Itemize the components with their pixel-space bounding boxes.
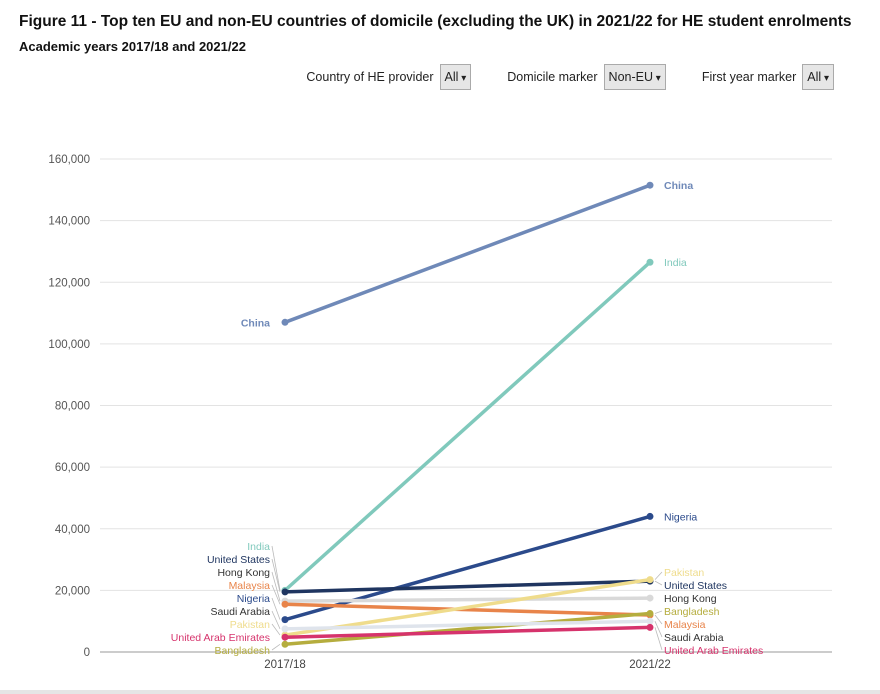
x-tick-label: 2017/18 <box>264 659 306 671</box>
data-label-hong-kong: Hong Kong <box>217 567 270 579</box>
data-point-bangladesh <box>646 609 654 617</box>
label-leader-nigeria <box>271 597 281 620</box>
filter-label: First year marker <box>701 70 797 84</box>
country-provider-select[interactable]: All <box>439 64 472 90</box>
data-label-india: India <box>247 541 270 553</box>
data-point-united-arab-emirates <box>646 623 654 631</box>
y-tick-label: 140,000 <box>48 216 90 228</box>
domicile-marker-select[interactable]: Non-EU <box>603 64 666 90</box>
y-tick-label: 60,000 <box>55 462 90 474</box>
filter-label: Country of HE provider <box>306 70 434 84</box>
data-label-pakistan: Pakistan <box>664 567 704 579</box>
data-label-saudi-arabia: Saudi Arabia <box>210 606 270 618</box>
data-label-malaysia: Malaysia <box>229 580 271 592</box>
series-line-pakistan <box>283 577 652 637</box>
label-leader-bangladesh <box>654 610 663 614</box>
data-label-saudi-arabia: Saudi Arabia <box>664 632 724 644</box>
label-leader-saudi-arabia <box>271 610 281 630</box>
data-point-india <box>646 258 654 266</box>
first-year-marker-select[interactable]: All <box>802 64 834 90</box>
series-line-malaysia <box>283 602 652 617</box>
data-label-united-arab-emirates: United Arab Emirates <box>171 632 270 644</box>
y-tick-label: 0 <box>84 647 90 659</box>
label-leader-malaysia <box>654 614 663 625</box>
data-point-china <box>281 318 289 326</box>
series-line-united-states <box>283 579 652 594</box>
y-tick-label: 80,000 <box>55 401 90 413</box>
filter-country-of-provider: Country of HE provider All <box>306 64 472 90</box>
series-line-united-arab-emirates <box>283 625 652 639</box>
data-label-malaysia: Malaysia <box>664 619 706 631</box>
data-label-nigeria: Nigeria <box>237 593 270 605</box>
y-tick-label: 120,000 <box>48 277 90 289</box>
data-label-india: India <box>664 257 687 269</box>
filter-first-year-marker: First year marker All <box>702 64 834 90</box>
data-label-china: China <box>241 317 270 329</box>
data-point-saudi-arabia <box>281 625 289 633</box>
data-point-china <box>646 181 654 189</box>
data-point-pakistan <box>646 576 654 584</box>
data-point-united-states <box>281 588 289 596</box>
label-leader-saudi-arabia <box>654 621 663 638</box>
series-line-saudi-arabia <box>283 619 652 631</box>
label-leader-united-states <box>271 558 281 593</box>
data-point-bangladesh <box>281 640 289 648</box>
data-label-united-states: United States <box>207 554 270 566</box>
label-leader-united-arab-emirates <box>654 627 663 651</box>
label-leader-india <box>271 545 281 591</box>
data-label-pakistan: Pakistan <box>230 619 270 631</box>
y-tick-label: 20,000 <box>55 585 90 597</box>
series-line-china <box>283 183 652 325</box>
series-line-india <box>283 260 652 593</box>
scroll-edge <box>0 690 880 694</box>
y-tick-label: 160,000 <box>48 154 90 166</box>
filter-domicile-marker: Domicile marker Non-EU <box>507 64 666 90</box>
label-leader-bangladesh <box>271 643 281 651</box>
data-label-united-states: United States <box>664 580 727 592</box>
data-point-malaysia <box>281 600 289 608</box>
data-label-bangladesh: Bangladesh <box>664 606 720 618</box>
data-label-bangladesh: Bangladesh <box>215 645 271 657</box>
filter-label: Domicile marker <box>507 70 598 84</box>
chart-subtitle: Academic years 2017/18 and 2021/22 <box>19 39 246 54</box>
filter-bar: Country of HE provider All Domicile marke… <box>270 64 834 90</box>
data-label-nigeria: Nigeria <box>664 511 697 523</box>
data-point-nigeria <box>281 616 289 624</box>
data-point-united-arab-emirates <box>281 633 289 641</box>
x-tick-label: 2021/22 <box>629 659 671 671</box>
y-tick-label: 40,000 <box>55 524 90 536</box>
data-label-china: China <box>664 180 693 192</box>
label-leader-hong-kong <box>271 571 281 602</box>
label-leader-pakistan <box>271 623 281 636</box>
series-line-nigeria <box>283 514 652 622</box>
series-line-bangladesh <box>283 611 652 647</box>
data-point-hong-kong <box>646 594 654 602</box>
data-label-hong-kong: Hong Kong <box>664 593 717 605</box>
data-point-saudi-arabia <box>646 617 654 625</box>
chart-title: Figure 11 - Top ten EU and non-EU countr… <box>19 13 852 30</box>
data-label-united-arab-emirates: United Arab Emirates <box>664 645 763 657</box>
label-leader-united-states <box>654 580 663 586</box>
label-leader-pakistan <box>654 571 663 580</box>
y-tick-label: 100,000 <box>48 339 90 351</box>
data-point-nigeria <box>646 512 654 520</box>
label-leader-malaysia <box>271 584 281 605</box>
series-line-hong-kong <box>283 596 652 603</box>
